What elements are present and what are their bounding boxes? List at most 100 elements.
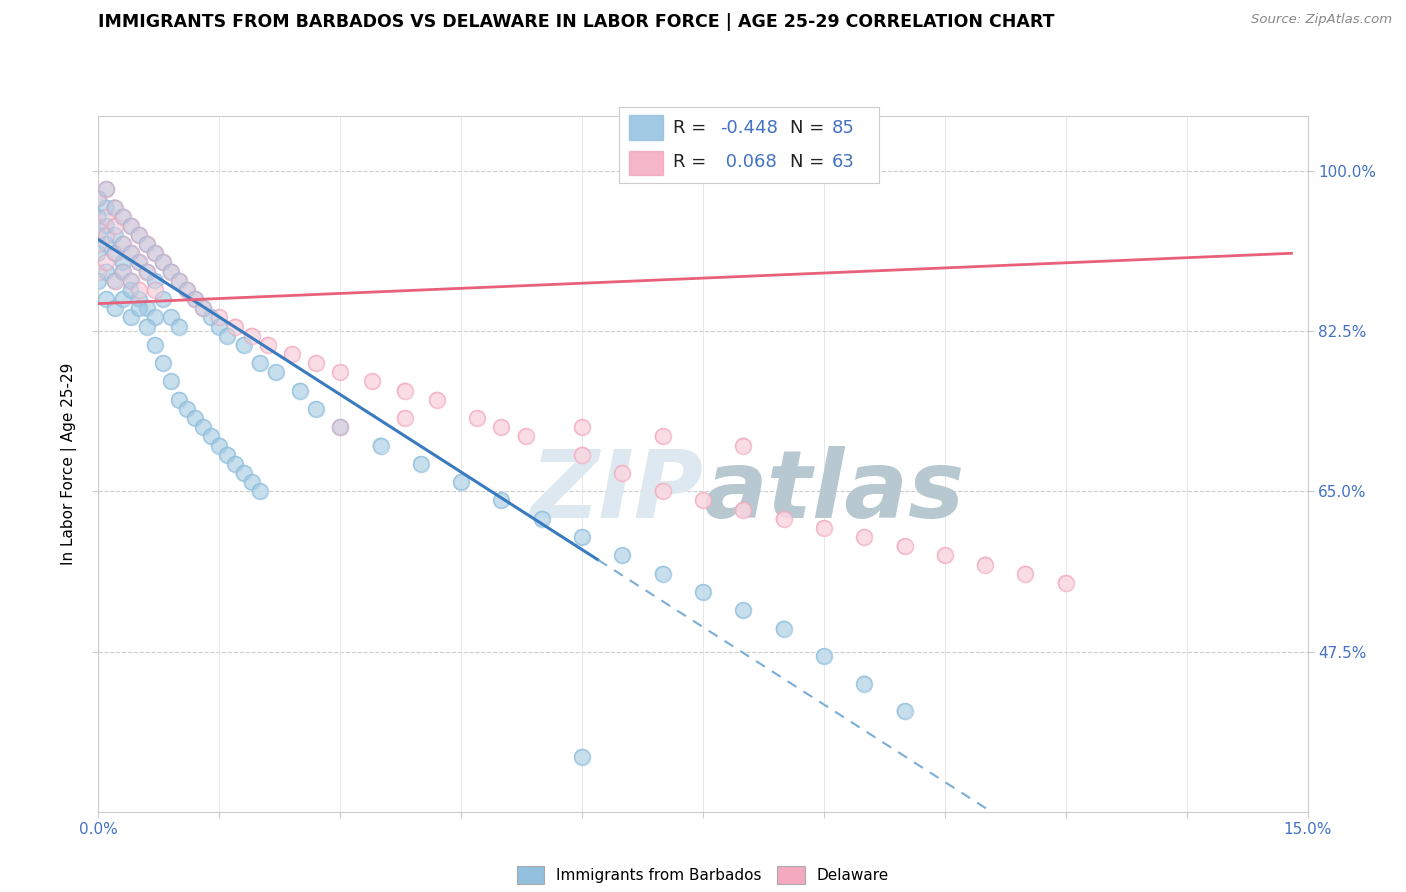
Point (96, 237, 118, 252)
Point (160, 310, 183, 325)
Point (224, 319, 246, 334)
Point (120, 274, 142, 288)
Point (974, 558, 997, 572)
Point (515, 429, 537, 443)
Point (176, 283, 198, 297)
Point (160, 375, 183, 389)
Point (87, 191, 110, 205)
Point (612, 466, 634, 480)
Point (329, 420, 352, 434)
Point (264, 365, 287, 379)
Point (128, 292, 150, 306)
Point (87, 227, 110, 242)
Point (152, 292, 174, 306)
Point (128, 227, 150, 242)
Point (1014, 566, 1036, 581)
Point (87, 210, 110, 224)
Point (193, 301, 215, 316)
Point (96, 227, 118, 242)
Point (217, 448, 239, 462)
Point (96, 201, 118, 215)
Point (394, 411, 416, 425)
Point (111, 210, 134, 224)
Point (176, 283, 198, 297)
Point (152, 255, 174, 269)
Point (160, 264, 183, 278)
Point (103, 219, 125, 233)
Point (103, 246, 125, 260)
Point (87, 219, 110, 233)
Point (96, 210, 118, 224)
Point (208, 319, 231, 334)
Point (152, 255, 174, 269)
Point (217, 328, 239, 343)
Point (103, 201, 125, 215)
Point (103, 274, 125, 288)
Point (208, 319, 231, 334)
Point (135, 301, 157, 316)
Point (491, 420, 513, 434)
Point (329, 365, 352, 379)
Point (193, 301, 215, 316)
Point (200, 310, 222, 325)
Point (217, 328, 239, 343)
Point (288, 384, 311, 398)
Point (160, 264, 183, 278)
Point (111, 264, 134, 278)
Point (305, 356, 328, 370)
Point (111, 237, 134, 252)
Point (426, 392, 449, 407)
Point (152, 356, 174, 370)
Point (813, 521, 835, 535)
Point (103, 301, 125, 316)
Point (103, 201, 125, 215)
Point (232, 466, 254, 480)
Point (240, 328, 263, 343)
Point (152, 292, 174, 306)
Point (120, 310, 142, 325)
Point (160, 310, 183, 325)
Point (571, 749, 593, 764)
Point (87, 237, 110, 252)
Point (128, 255, 150, 269)
Point (152, 255, 174, 269)
Point (813, 521, 835, 535)
Point (571, 420, 593, 434)
Point (249, 484, 271, 499)
Point (87, 264, 110, 278)
Point (491, 420, 513, 434)
Point (240, 328, 263, 343)
Point (281, 347, 304, 361)
Point (111, 264, 134, 278)
Point (224, 457, 246, 471)
Point (733, 502, 755, 516)
Point (264, 365, 287, 379)
Point (111, 237, 134, 252)
Point (135, 319, 157, 334)
Point (87, 237, 110, 252)
Point (111, 264, 134, 278)
Point (491, 493, 513, 508)
Point (128, 227, 150, 242)
Point (200, 429, 222, 443)
Point (813, 649, 835, 664)
Point (143, 274, 166, 288)
Text: Source: ZipAtlas.com: Source: ZipAtlas.com (1251, 13, 1392, 27)
Point (1014, 566, 1036, 581)
Text: 85: 85 (832, 119, 855, 136)
Point (200, 310, 222, 325)
Point (692, 585, 714, 599)
Point (96, 237, 118, 252)
Point (491, 420, 513, 434)
Point (128, 283, 150, 297)
Point (530, 512, 553, 526)
Point (103, 227, 125, 242)
Bar (628, 115, 662, 140)
Point (249, 356, 271, 370)
Point (96, 219, 118, 233)
Point (96, 182, 118, 196)
Point (167, 319, 190, 334)
Point (733, 603, 755, 617)
Point (120, 246, 142, 260)
Point (111, 292, 134, 306)
